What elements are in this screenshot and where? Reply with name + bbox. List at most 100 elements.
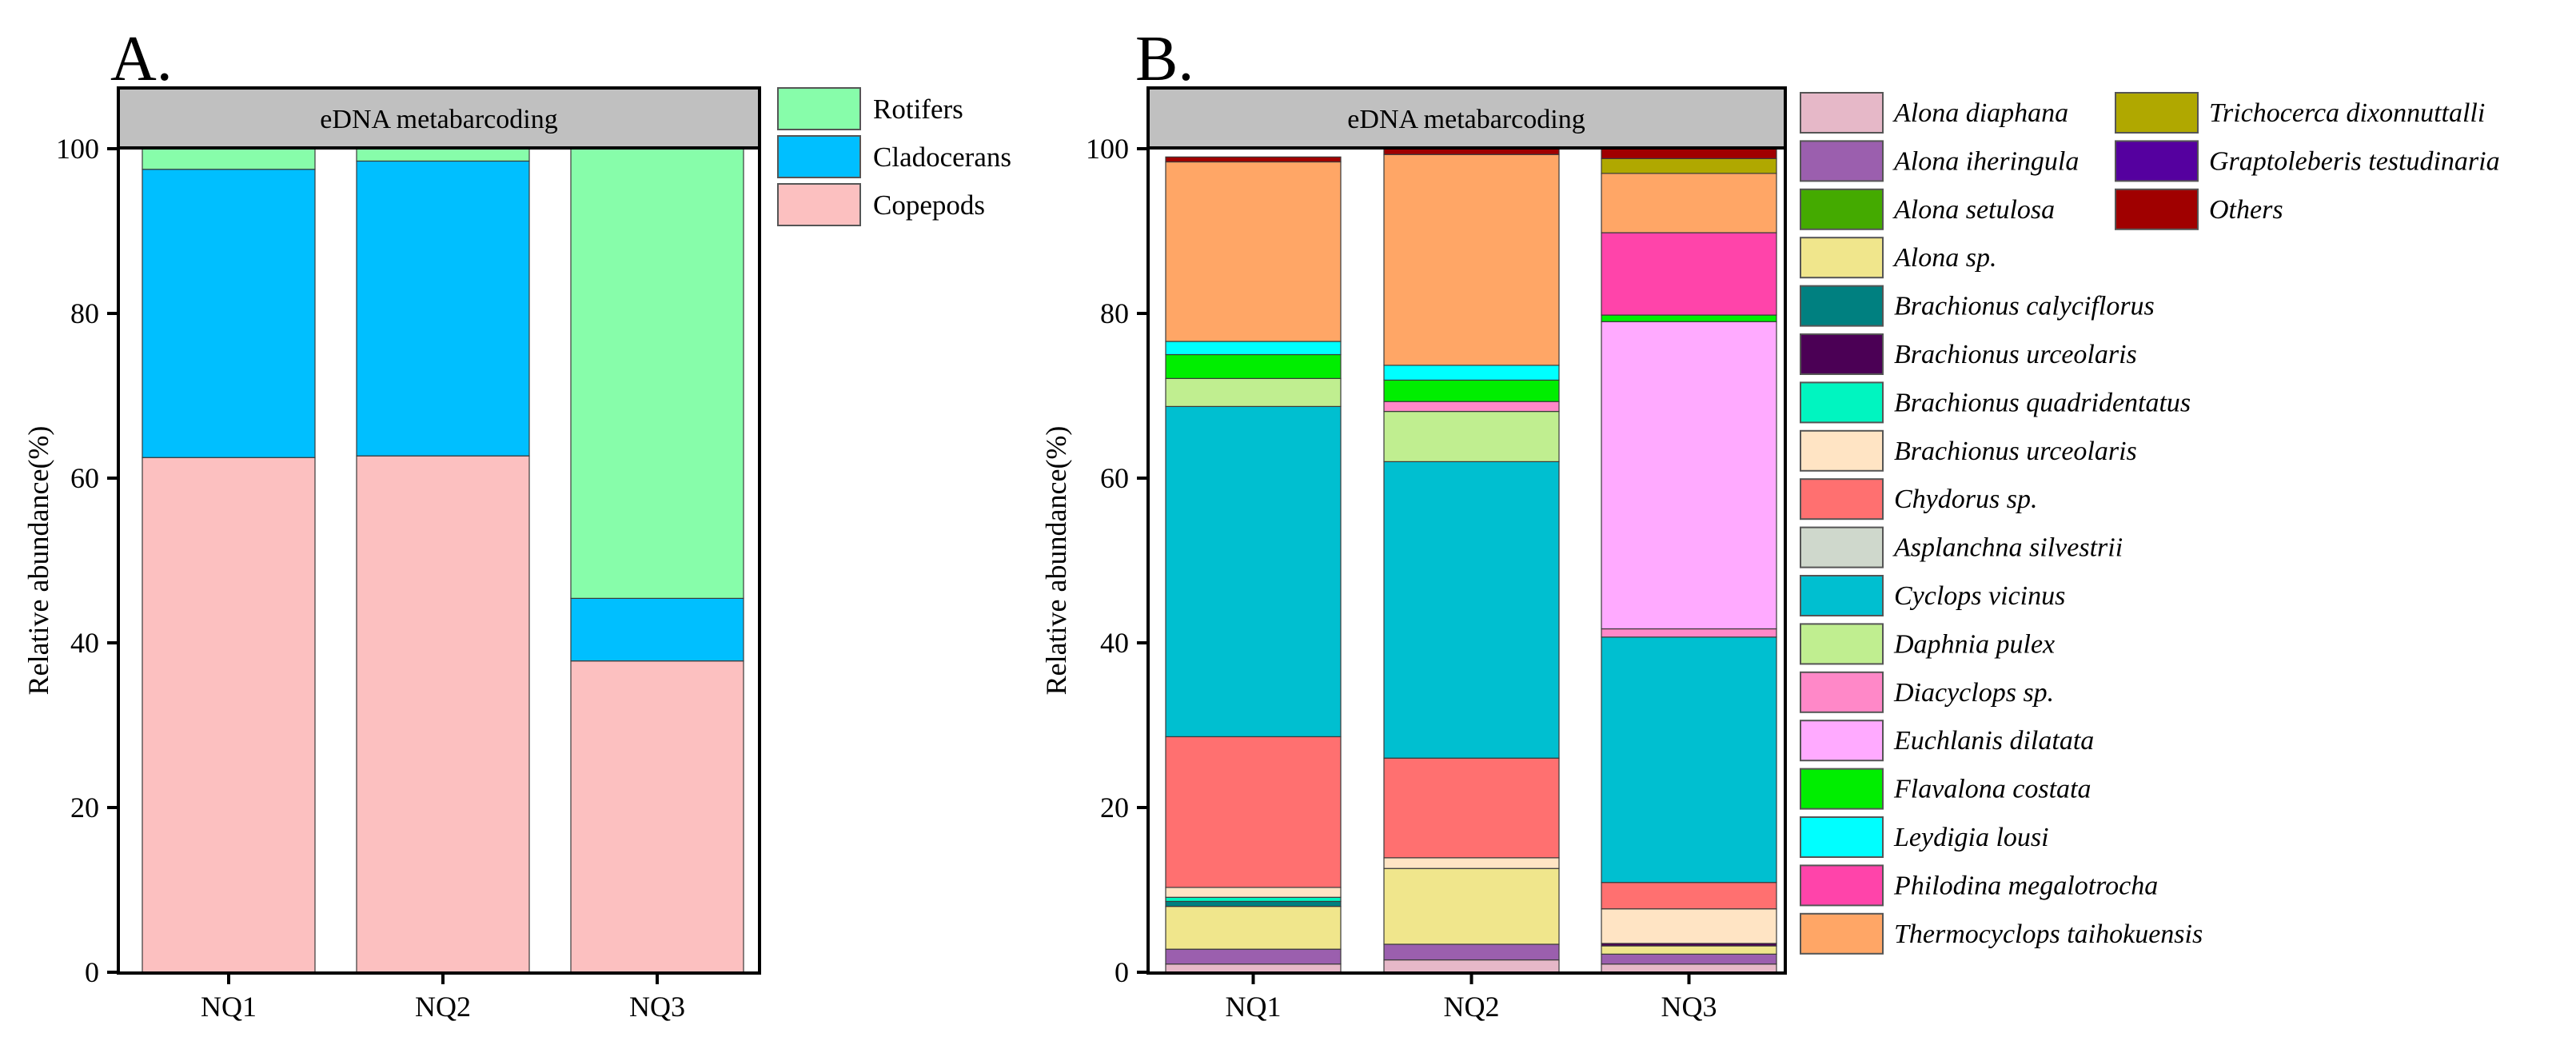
panel-b-bar-segment-nq3-chydorus-sp-8 [1601,882,1777,910]
panel-b-y-tick-label-40: 40 [1100,627,1129,659]
panel-b-bar-segment-nq2-others-20 [1383,148,1560,155]
panel-b-legend-swatch-asplanchna-silvestrii-9 [1800,526,1884,568]
panel-b-legend-label-cyclops-vicinus-10: Cyclops vicinus [1894,581,2065,611]
panel-b-bar-segment-nq1-flavalona-costata-14 [1165,353,1342,379]
panel-b-legend-label-euchlanis-dilatata-13: Euchlanis dilatata [1893,726,2094,756]
panel-b-bar-segment-nq2-thermocyclops-taihokuensis-17 [1383,154,1560,366]
panel-b-bar-segment-nq1-brachionus-calyciflorus-4 [1165,900,1342,907]
panel-b-y-axis: 0 20 40 60 80 100 [1086,133,1148,988]
panel-a-bars [142,148,744,973]
panel-b-bar-segment-nq1-others-20 [1165,156,1342,163]
panel-b-legend-label-leydigia-lousi-15: Leydigia lousi [1893,823,2049,852]
panel-a-legend-swatch-rotifers [777,87,861,130]
panel-b-bar-segment-nq3-alona-iheringula-1 [1601,953,1777,965]
panel-a-bar-segment-nq1-rotifers-2 [142,148,316,170]
panel-b-legend-label-others-20: Others [2209,195,2283,225]
panel-b-bar-segment-nq2-flavalona-costata-14 [1383,379,1560,402]
panel-b-bar-segment-nq1-alona-sp-3 [1165,905,1342,950]
panel-b-bar-segment-nq3-thermocyclops-taihokuensis-17 [1601,173,1777,233]
panel-b-legend-swatch-alona-sp-3 [1800,237,1884,279]
panel-b-legend-swatch-brachionus-urceolaris-5 [1800,333,1884,375]
panel-b-bar-segment-nq1-brachionus-urceolaris-7 [1165,887,1342,898]
panel-b-legend-label-alona-sp-3: Alona sp. [1892,243,1996,273]
panel-a-facet-title: eDNA metabarcoding [320,105,557,134]
panel-a-bar-segment-nq3-copepods-0 [570,660,744,973]
panel-b-bar-segment-nq1-brachionus-quadridentatus-6 [1165,896,1342,903]
panel-a-y-tick-label-20: 20 [70,792,99,824]
panel-b-bar-segment-nq3-cyclops-vicinus-10 [1601,636,1777,883]
panel-b-y-tick-label-100: 100 [1086,133,1129,165]
panel-b-bar-segment-nq3-trichocerca-dixonnuttalli-18 [1601,158,1777,174]
panel-b-bars [1165,148,1777,973]
panel-a-y-tick-label-40: 40 [70,627,99,659]
panel-b-bar-segment-nq1-alona-iheringula-1 [1165,948,1342,965]
panel-b-legend-label-thermocyclops-taihokuensis-17: Thermocyclops taihokuensis [1894,919,2203,949]
panel-b-legend: Alona diaphana Alona iheringula Alona setu… [1800,92,2500,955]
panel-a-y-axis: 0 20 40 60 80 100 [56,133,118,988]
panel-b-bar-segment-nq1-thermocyclops-taihokuensis-17 [1165,161,1342,342]
panel-b-bar-segment-nq3-alona-sp-3 [1601,945,1777,955]
panel-a-bar-segment-nq1-copepods-0 [142,457,316,973]
panel-b-legend-swatch-trichocerca-dixonnuttalli-18 [2115,92,2199,134]
panel-b-bar-segment-nq1-daphnia-pulex-11 [1165,377,1342,407]
panel-b-legend-label-brachionus-urceolaris-5: Brachionus urceolaris [1894,340,2137,369]
panel-b-legend-swatch-flavalona-costata-14 [1800,768,1884,810]
panel-a-bar-segment-nq3-rotifers-2 [570,148,744,599]
panel-a-y-tick-label-0: 0 [85,956,99,988]
panel-b-bar-segment-nq2-alona-sp-3 [1383,868,1560,945]
panel-a-legend-swatch-cladocerans [777,135,861,178]
panel-b-bar-segment-nq2-leydigia-lousi-15 [1383,365,1560,381]
panel-b-legend-label-alona-diaphana-0: Alona diaphana [1892,98,2068,128]
panel-b-bar-segment-nq2-cyclops-vicinus-10 [1383,461,1560,759]
panel-b-legend-swatch-alona-iheringula-1 [1800,140,1884,182]
panel-b-x-tick-label-nq2: NQ2 [1444,991,1500,1023]
panel-b-legend-swatch-brachionus-urceolaris-7 [1800,429,1884,472]
panel-a-x-axis: NQ1 NQ2 NQ3 [201,973,685,1023]
panel-b-y-tick-label-0: 0 [1115,956,1129,988]
panel-b-x-tick-label-nq1: NQ1 [1226,991,1282,1023]
panel-b-label: B. [1135,24,1194,94]
panel-b-legend-label-asplanchna-silvestrii-9: Asplanchna silvestrii [1892,533,2123,563]
panel-b-legend-label-brachionus-quadridentatus-6: Brachionus quadridentatus [1894,388,2191,417]
panel-b-legend-swatch-brachionus-quadridentatus-6 [1800,381,1884,424]
panel-b-bar-segment-nq2-alona-iheringula-1 [1383,943,1560,961]
panel-a-legend: Rotifers Cladocerans Copepods [777,87,1011,226]
panel-b-legend-swatch-chydorus-sp-8 [1800,478,1884,521]
panel-a-bar-segment-nq2-rotifers-2 [356,148,530,162]
panel-b-legend-swatch-cyclops-vicinus-10 [1800,575,1884,616]
panel-b-legend-swatch-leydigia-lousi-15 [1800,816,1884,858]
panel-b-bar-segment-nq1-alona-diaphana-0 [1165,963,1342,973]
panel-b-y-tick-label-80: 80 [1100,297,1129,329]
panel-b-legend-swatch-philodina-megalotrocha-16 [1800,864,1884,907]
panel-a-legend-label-copepods: Copepods [873,189,985,221]
panel-b-bar-segment-nq2-chydorus-sp-8 [1383,757,1560,859]
panel-a-plot-frame [117,146,761,975]
panel-a-legend-swatch-copepods [777,183,861,226]
panel-a-bar-segment-nq2-cladocerans-1 [356,160,530,457]
panel-b-legend-label-daphnia-pulex-11: Daphnia pulex [1893,629,2055,659]
panel-b-bar-segment-nq2-alona-diaphana-0 [1383,959,1560,973]
panel-a-y-tick-label-60: 60 [70,462,99,494]
panel-b-bar-segment-nq3-philodina-megalotrocha-16 [1601,232,1777,316]
panel-b-bar-segment-nq2-daphnia-pulex-11 [1383,410,1560,463]
panel-b-bar-segment-nq2-brachionus-urceolaris-7 [1383,857,1560,869]
panel-b-legend-label-chydorus-sp-8: Chydorus sp. [1894,485,2037,514]
panel-b-legend-label-flavalona-costata-14: Flavalona costata [1893,775,2091,804]
panel-a-x-tick-label-nq3: NQ3 [629,991,685,1023]
panel-b-legend-label-diacyclops-sp-12: Diacyclops sp. [1893,678,2054,708]
panel-a-y-tick-label-80: 80 [70,297,99,329]
panel-b-legend-swatch-euchlanis-dilatata-13 [1800,720,1884,762]
panel-a-x-tick-label-nq1: NQ1 [201,991,257,1023]
panel-a-y-tick-label-100: 100 [56,133,99,165]
panel-b-bar-segment-nq3-diacyclops-sp-12 [1601,628,1777,638]
panel-b-legend-label-philodina-megalotrocha-16: Philodina megalotrocha [1893,871,2158,900]
panel-b-bar-segment-nq3-alona-diaphana-0 [1601,963,1777,973]
panel-a-bar-segment-nq2-copepods-0 [356,455,530,973]
panel-b-x-tick-label-nq3: NQ3 [1661,991,1717,1023]
panel-b-bar-segment-nq2-diacyclops-sp-12 [1383,401,1560,413]
panel-b-x-axis: NQ1 NQ2 NQ3 [1226,973,1717,1023]
panel-a-legend-label-cladocerans: Cladocerans [873,142,1011,173]
panel-a-bar-segment-nq1-cladocerans-1 [142,169,316,458]
